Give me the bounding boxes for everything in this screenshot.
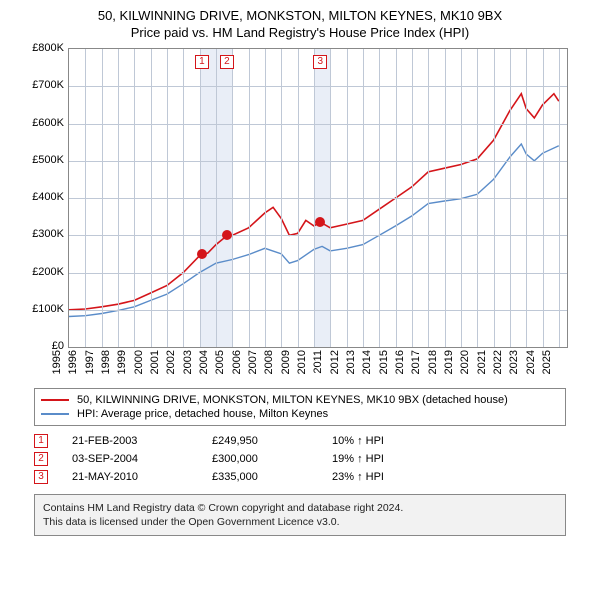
chart-area: 123 £0£100K£200K£300K£400K£500K£600K£700… xyxy=(20,44,580,384)
gridline-vertical xyxy=(183,49,184,347)
sale-marker-number-box: 1 xyxy=(195,55,209,69)
gridline-vertical xyxy=(102,49,103,347)
sale-datapoints: 1 21-FEB-2003 £249,950 10% ↑ HPI 2 03-SE… xyxy=(34,432,566,486)
gridline-vertical xyxy=(281,49,282,347)
gridline-horizontal xyxy=(69,161,567,162)
y-axis-tick-label: £800K xyxy=(32,42,64,54)
datapoint-number-box: 3 xyxy=(34,470,48,484)
datapoint-price: £335,000 xyxy=(212,471,332,483)
legend-item-hpi: HPI: Average price, detached house, Milt… xyxy=(41,407,559,421)
gridline-vertical xyxy=(363,49,364,347)
gridline-vertical xyxy=(298,49,299,347)
chart-container: 50, KILWINNING DRIVE, MONKSTON, MILTON K… xyxy=(0,0,600,536)
gridline-vertical xyxy=(134,49,135,347)
legend-label: HPI: Average price, detached house, Milt… xyxy=(77,408,328,420)
title-block: 50, KILWINNING DRIVE, MONKSTON, MILTON K… xyxy=(0,0,600,44)
gridline-vertical xyxy=(216,49,217,347)
legend: 50, KILWINNING DRIVE, MONKSTON, MILTON K… xyxy=(34,388,566,426)
gridline-horizontal xyxy=(69,235,567,236)
gridline-vertical xyxy=(477,49,478,347)
datapoint-date: 21-MAY-2010 xyxy=(72,471,212,483)
gridline-vertical xyxy=(200,49,201,347)
datapoint-number-box: 1 xyxy=(34,434,48,448)
datapoint-pct: 23% ↑ HPI xyxy=(332,471,452,483)
legend-swatch xyxy=(41,399,69,401)
gridline-vertical xyxy=(412,49,413,347)
sale-marker-number-box: 3 xyxy=(313,55,327,69)
y-axis-tick-label: £500K xyxy=(32,154,64,166)
sale-marker-dot xyxy=(222,230,232,240)
gridline-vertical xyxy=(559,49,560,347)
plot-area: 12 3 xyxy=(68,48,568,348)
gridline-horizontal xyxy=(69,198,567,199)
datapoint-pct: 19% ↑ HPI xyxy=(332,453,452,465)
gridline-vertical xyxy=(265,49,266,347)
footer-line-1: Contains HM Land Registry data © Crown c… xyxy=(43,501,557,515)
datapoint-pct: 10% ↑ HPI xyxy=(332,435,452,447)
gridline-vertical xyxy=(314,49,315,347)
gridline-vertical xyxy=(428,49,429,347)
gridline-vertical xyxy=(151,49,152,347)
title-line-2: Price paid vs. HM Land Registry's House … xyxy=(0,25,600,40)
gridline-vertical xyxy=(526,49,527,347)
gridline-vertical xyxy=(118,49,119,347)
y-axis-tick-label: £100K xyxy=(32,303,64,315)
gridline-horizontal xyxy=(69,273,567,274)
gridline-vertical xyxy=(445,49,446,347)
sale-marker-dot xyxy=(315,217,325,227)
sale-marker-dot xyxy=(197,249,207,259)
y-axis-tick-label: £600K xyxy=(32,117,64,129)
y-axis-tick-label: £200K xyxy=(32,266,64,278)
gridline-vertical xyxy=(85,49,86,347)
gridline-vertical xyxy=(396,49,397,347)
gridline-vertical xyxy=(249,49,250,347)
gridline-vertical xyxy=(167,49,168,347)
datapoint-price: £300,000 xyxy=(212,453,332,465)
sale-marker-number-box: 2 xyxy=(220,55,234,69)
legend-label: 50, KILWINNING DRIVE, MONKSTON, MILTON K… xyxy=(77,394,508,406)
gridline-vertical xyxy=(543,49,544,347)
datapoint-number-box: 2 xyxy=(34,452,48,466)
y-axis-tick-label: £300K xyxy=(32,228,64,240)
gridline-horizontal xyxy=(69,124,567,125)
datapoint-row: 1 21-FEB-2003 £249,950 10% ↑ HPI xyxy=(34,432,566,450)
datapoint-date: 03-SEP-2004 xyxy=(72,453,212,465)
x-axis-tick-label: 2025 xyxy=(541,350,575,374)
gridline-vertical xyxy=(494,49,495,347)
legend-item-price-paid: 50, KILWINNING DRIVE, MONKSTON, MILTON K… xyxy=(41,393,559,407)
footer-line-2: This data is licensed under the Open Gov… xyxy=(43,515,557,529)
legend-swatch xyxy=(41,413,69,415)
gridline-horizontal xyxy=(69,310,567,311)
gridline-vertical xyxy=(330,49,331,347)
y-axis-tick-label: £400K xyxy=(32,191,64,203)
datapoint-row: 3 21-MAY-2010 £335,000 23% ↑ HPI xyxy=(34,468,566,486)
datapoint-row: 2 03-SEP-2004 £300,000 19% ↑ HPI xyxy=(34,450,566,468)
gridline-vertical xyxy=(232,49,233,347)
datapoint-price: £249,950 xyxy=(212,435,332,447)
gridline-vertical xyxy=(510,49,511,347)
y-axis-tick-label: £700K xyxy=(32,79,64,91)
gridline-vertical xyxy=(461,49,462,347)
attribution-footer: Contains HM Land Registry data © Crown c… xyxy=(34,494,566,536)
gridline-vertical xyxy=(347,49,348,347)
gridline-horizontal xyxy=(69,86,567,87)
title-line-1: 50, KILWINNING DRIVE, MONKSTON, MILTON K… xyxy=(0,8,600,23)
datapoint-date: 21-FEB-2003 xyxy=(72,435,212,447)
gridline-vertical xyxy=(379,49,380,347)
